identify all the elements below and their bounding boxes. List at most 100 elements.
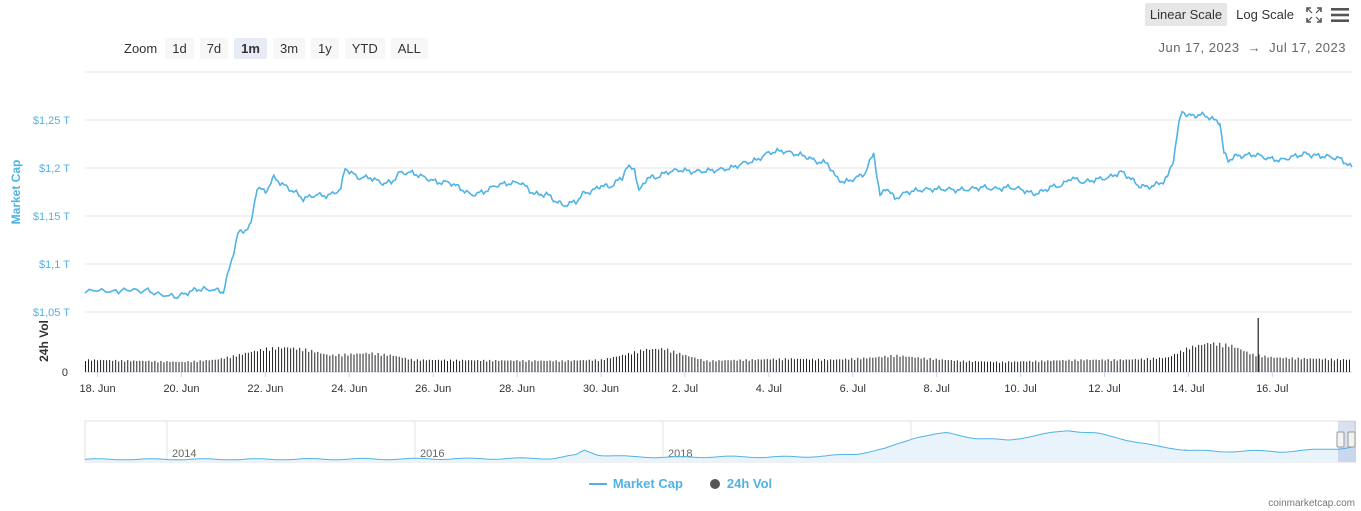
volume-bar [944, 359, 946, 372]
volume-bar [1257, 318, 1259, 372]
volume-bar [694, 357, 696, 372]
volume-bar [1228, 346, 1230, 372]
volume-bar [368, 353, 370, 372]
volume-zero-label: 0 [62, 367, 68, 379]
volume-bar [1128, 359, 1130, 372]
volume-bar [507, 360, 509, 372]
volume-bar [124, 361, 126, 372]
volume-bar [1095, 359, 1097, 372]
volume-bar [1282, 358, 1284, 372]
volume-bar [1116, 360, 1118, 372]
volume-bar [950, 360, 952, 372]
zoom-1y-button[interactable]: 1y [311, 38, 339, 59]
volume-bar [510, 360, 512, 372]
volume-bar [281, 348, 283, 372]
volume-bar [917, 357, 919, 372]
navigator[interactable]: 20142016201820202022 [84, 420, 1356, 463]
date-to-input[interactable]: Jul 17, 2023 [1269, 40, 1346, 55]
volume-bar [269, 350, 271, 372]
volume-bar [1029, 360, 1031, 372]
volume-bar [516, 360, 518, 372]
zoom-3m-button[interactable]: 3m [272, 38, 306, 59]
date-from-input[interactable]: Jun 17, 2023 [1158, 40, 1240, 55]
volume-bar [175, 361, 177, 372]
volume-bar [748, 360, 750, 372]
volume-bar [383, 353, 385, 372]
log-scale-button[interactable]: Log Scale [1236, 7, 1294, 22]
volume-bar [1092, 359, 1094, 372]
zoom-7d-button[interactable]: 7d [199, 38, 229, 59]
volume-bar [1213, 342, 1215, 372]
volume-bar [691, 357, 693, 372]
volume-bar [519, 361, 521, 372]
legend-market-cap[interactable]: Market Cap [588, 476, 683, 491]
volume-bar [94, 359, 96, 372]
volume-bar [1339, 360, 1341, 372]
volume-bar [148, 360, 150, 372]
zoom-1m-button[interactable]: 1m [234, 38, 267, 59]
volume-bar [790, 358, 792, 372]
volume-bar [594, 359, 596, 372]
volume-bar [440, 360, 442, 372]
volume-bar [754, 360, 756, 372]
volume-bar [133, 360, 135, 372]
volume-bar [751, 359, 753, 372]
volume-bar [709, 361, 711, 372]
navigator-line [84, 430, 1356, 461]
volume-bar [513, 360, 515, 372]
volume-bar [561, 360, 563, 372]
volume-bar [1152, 357, 1154, 372]
x-tick-label: 28. Jun [499, 383, 535, 395]
fullscreen-icon[interactable] [1303, 4, 1325, 26]
navigator-selection[interactable] [1338, 421, 1356, 462]
volume-bar [1146, 357, 1148, 372]
volume-bar [977, 361, 979, 372]
volume-bar [1174, 353, 1176, 372]
volume-bar [1077, 361, 1079, 372]
volume-bar [1137, 359, 1139, 372]
zoom-all-button[interactable]: ALL [390, 38, 428, 59]
linear-scale-button[interactable]: Linear Scale [1144, 3, 1228, 26]
hamburger-menu-icon[interactable] [1329, 4, 1351, 26]
navigator-left-handle[interactable] [1336, 431, 1345, 448]
volume-bar [187, 361, 189, 372]
volume-bar [1333, 360, 1335, 372]
volume-bar [266, 347, 267, 372]
volume-bar [278, 347, 280, 372]
volume-bar [658, 349, 660, 372]
zoom-1d-button[interactable]: 1d [165, 38, 194, 59]
navigator-right-handle[interactable] [1347, 431, 1356, 448]
volume-bar [763, 359, 765, 372]
volume-bar [570, 361, 572, 372]
volume-bar [284, 347, 286, 372]
volume-bar [787, 359, 789, 372]
volume-bar [1345, 359, 1347, 372]
volume-bar [232, 355, 234, 372]
volume-bar [968, 360, 970, 372]
volume-bar [1171, 356, 1172, 372]
volume-bar [293, 347, 295, 372]
volume-bar [389, 354, 391, 372]
volume-bar [818, 358, 820, 372]
zoom-ytd-button[interactable]: YTD [344, 38, 385, 59]
market-cap-line[interactable] [84, 110, 1353, 300]
volume-bar [100, 359, 102, 372]
volume-bar [1158, 357, 1160, 372]
volume-bar [555, 360, 557, 372]
volume-bar [413, 360, 415, 372]
volume-bar [437, 359, 439, 372]
legend-market-cap-label: Market Cap [612, 476, 683, 491]
volume-bar [1237, 347, 1239, 372]
volume-bar [118, 361, 120, 372]
volume-bar [374, 355, 376, 372]
volume-bar [634, 351, 636, 372]
volume-bar [1098, 360, 1100, 372]
volume-bars [85, 318, 1350, 372]
volume-bar [809, 359, 810, 372]
volume-bar [308, 351, 310, 372]
volume-bar [456, 359, 458, 372]
volume-bar [262, 350, 264, 372]
volume-bar [727, 360, 729, 372]
legend-volume[interactable]: 24h Vol [709, 476, 772, 491]
volume-bar [1008, 361, 1010, 372]
